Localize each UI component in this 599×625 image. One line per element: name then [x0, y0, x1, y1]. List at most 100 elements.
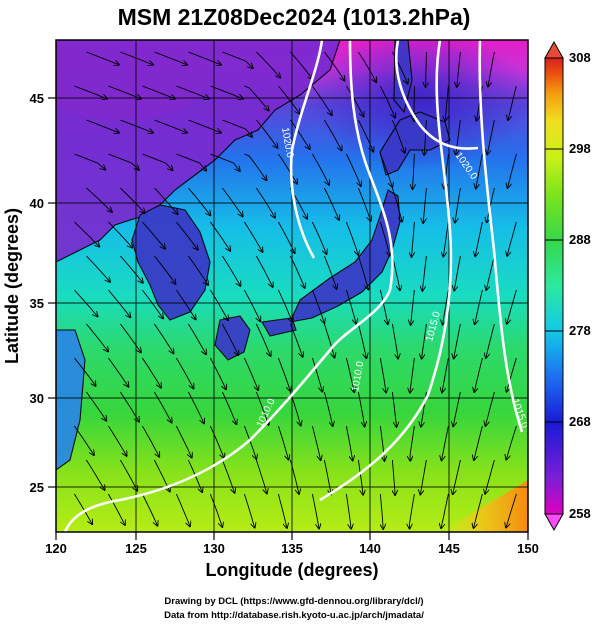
streamline: [154, 187, 177, 214]
streamline: [379, 289, 387, 324]
streamline: [507, 221, 517, 256]
streamline: [222, 51, 252, 68]
streamline: [209, 425, 224, 458]
streamline: [108, 85, 141, 99]
streamline: [142, 289, 163, 318]
streamline: [154, 51, 187, 65]
streamline: [256, 119, 277, 148]
streamline: [222, 187, 242, 216]
streamline: [289, 459, 299, 494]
streamline: [222, 255, 240, 286]
x-tick-label: 130: [203, 541, 225, 556]
streamline: [443, 289, 449, 325]
isobar-1020-west: [289, 40, 324, 259]
streamline: [357, 459, 363, 495]
colorbar-tick-label: 268: [569, 414, 591, 429]
streamline: [346, 85, 363, 117]
streamline: [120, 51, 153, 65]
streamline: [410, 493, 415, 529]
streamline: [311, 221, 326, 254]
streamline: [154, 323, 173, 353]
streamline: [86, 119, 119, 133]
colorbar-tick-marks: [545, 57, 563, 515]
colorbar-max-arrow-icon: [544, 40, 564, 59]
streamline: [86, 323, 108, 351]
streamline: [120, 459, 137, 491]
streamline: [486, 391, 495, 426]
streamline: [108, 221, 132, 248]
streamline: [357, 391, 364, 426]
credit-drawing: Drawing by DCL (https://www.gfd-dennou.o…: [164, 596, 423, 607]
streamline: [176, 85, 209, 99]
streamline: [423, 187, 427, 223]
streamline: [142, 425, 159, 457]
x-tick-label: 145: [438, 541, 460, 556]
wind-streamlines: [74, 51, 517, 529]
streamline: [188, 255, 208, 285]
colorbar-tick-label: 308: [569, 50, 591, 65]
streamline: [222, 119, 252, 137]
streamline: [86, 51, 119, 65]
x-tick-labels: 120 125 130 135 140 145 150: [45, 541, 539, 556]
streamline: [243, 493, 254, 528]
streamline: [426, 51, 427, 87]
streamline: [278, 85, 299, 114]
streamline: [255, 391, 268, 425]
streamline: [506, 425, 517, 460]
y-tick-label: 35: [30, 296, 44, 311]
streamline: [312, 85, 331, 115]
streamline: [154, 119, 187, 133]
streamline: [323, 459, 331, 494]
streamline: [154, 391, 171, 423]
streamline: [506, 493, 517, 527]
streamline: [379, 85, 395, 118]
x-tick-label: 135: [281, 541, 303, 556]
isobar-1015-b: [319, 40, 453, 502]
streamline: [74, 289, 97, 316]
colorbar: 308 298 288 278 268 258: [544, 40, 591, 532]
streamline: [210, 85, 243, 99]
streamline: [210, 289, 228, 320]
streamline: [424, 119, 426, 155]
streamline: [508, 85, 517, 120]
streamline: [508, 153, 517, 188]
streamline: [176, 221, 197, 250]
streamline: [392, 459, 395, 495]
streamline: [345, 289, 356, 324]
streamline: [454, 323, 461, 358]
streamline: [120, 323, 140, 352]
streamline: [74, 425, 94, 455]
streamline: [256, 187, 275, 218]
streamline: [176, 357, 193, 389]
korean-peninsula: [131, 204, 211, 321]
streamline: [290, 119, 309, 149]
streamline: [188, 187, 210, 215]
streamline: [188, 323, 206, 354]
streamline: [445, 85, 449, 121]
streamline: [345, 493, 351, 529]
streamline: [289, 323, 302, 357]
streamline: [474, 493, 483, 528]
streamline: [277, 425, 288, 460]
cold-region-northeast: [310, 40, 528, 170]
streamline: [457, 51, 461, 87]
streamline: [221, 459, 234, 493]
streamline: [311, 425, 320, 460]
streamline: [222, 323, 238, 355]
y-tick-labels: 25 30 35 40 45: [30, 91, 44, 495]
streamline: [323, 323, 334, 358]
x-tick-label: 120: [45, 541, 67, 556]
streamline: [422, 323, 427, 359]
streamline: [86, 187, 112, 212]
streamline: [391, 391, 396, 427]
streamline: [188, 51, 221, 65]
streamline: [255, 323, 270, 356]
streamline: [357, 187, 370, 221]
streamline: [142, 85, 175, 99]
sakhalin: [393, 40, 413, 114]
streamline: [108, 153, 138, 170]
colorbar-tick-label: 258: [569, 506, 591, 521]
streamline: [391, 323, 398, 359]
streamline: [357, 119, 373, 152]
streamline: [120, 119, 153, 133]
